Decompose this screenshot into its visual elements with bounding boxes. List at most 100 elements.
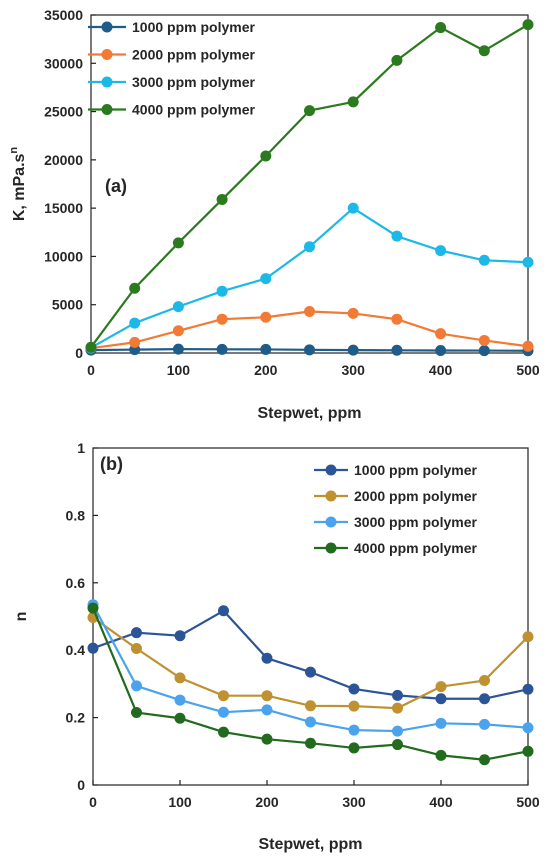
data-point — [305, 737, 316, 749]
legend-label: 3000 ppm polymer — [132, 74, 255, 90]
data-point — [87, 642, 99, 654]
data-point — [87, 602, 99, 614]
series-line-1 — [92, 609, 529, 700]
data-point — [348, 683, 360, 695]
y-axis-title-superscript: n — [8, 147, 20, 154]
data-point — [479, 754, 490, 766]
data-point — [479, 693, 490, 705]
legend-marker — [325, 516, 337, 528]
chart-panel-2: 0 100 200 300 400 500 0 0.2 0.4 0.6 0.8 1 Stepwet, p… — [13, 440, 540, 853]
data-point — [391, 230, 403, 242]
data-point — [174, 712, 186, 724]
y-tick-label: 0 — [77, 777, 85, 793]
x-tick-label: 400 — [429, 794, 453, 810]
y-axis-title: n — [13, 612, 30, 622]
data-point — [391, 344, 403, 356]
data-point — [174, 672, 186, 684]
data-point — [218, 605, 229, 617]
series-line-3 — [90, 207, 529, 349]
x-tick-label: 300 — [342, 794, 366, 810]
data-point — [131, 627, 142, 639]
series-line-2 — [90, 310, 529, 350]
y-tick-label: 0.4 — [66, 642, 86, 658]
data-point — [305, 666, 316, 678]
data-point — [435, 344, 447, 356]
data-point — [304, 105, 315, 117]
data-point — [478, 334, 490, 346]
x-tick-label: 100 — [168, 794, 192, 810]
data-point — [131, 707, 142, 719]
legend-label: 2000 ppm polymer — [354, 488, 477, 504]
y-tick-label: 0 — [75, 345, 83, 361]
data-point — [347, 96, 359, 108]
data-point — [392, 739, 403, 751]
data-point — [174, 694, 186, 706]
data-point — [435, 245, 447, 257]
data-point — [218, 706, 229, 718]
legend-label: 1000 ppm polymer — [354, 462, 477, 478]
data-point — [522, 631, 534, 643]
data-point — [478, 254, 490, 266]
data-point — [435, 693, 447, 705]
data-point — [392, 689, 403, 701]
data-point — [172, 301, 184, 313]
legend-marker — [101, 49, 113, 60]
y-tick-label: 0.2 — [66, 710, 86, 726]
x-tick-label: 100 — [167, 362, 191, 378]
data-point — [218, 726, 229, 738]
data-point — [478, 345, 490, 357]
x-tick-label: 500 — [516, 362, 540, 378]
data-point — [261, 733, 273, 745]
data-point — [261, 652, 273, 664]
data-point — [216, 343, 228, 355]
legend-marker — [325, 542, 337, 554]
legend-marker — [101, 104, 113, 115]
legend-label: 4000 ppm polymer — [354, 540, 477, 556]
data-point — [261, 704, 273, 716]
data-point — [522, 256, 534, 268]
x-tick-label: 0 — [87, 362, 95, 378]
data-point — [348, 724, 360, 736]
legend-label: 4000 ppm polymer — [132, 102, 255, 118]
y-tick-label: 10000 — [44, 248, 83, 264]
data-point — [305, 716, 316, 728]
series-line-2 — [92, 616, 529, 710]
data-point — [129, 336, 141, 348]
data-point — [435, 328, 447, 340]
panel-label: (a) — [105, 176, 127, 196]
legend-label: 1000 ppm polymer — [132, 19, 255, 35]
data-point — [391, 54, 403, 66]
data-point — [522, 19, 534, 31]
data-point — [304, 241, 315, 253]
x-axis-title: Stepwet, ppm — [258, 836, 362, 853]
data-point — [478, 45, 490, 57]
data-point — [435, 749, 447, 761]
data-point — [172, 237, 184, 249]
data-point — [435, 22, 447, 34]
y-tick-label: 20000 — [44, 152, 83, 168]
y-tick-label: 15000 — [44, 200, 83, 216]
y-tick-label: 25000 — [44, 104, 83, 120]
data-point — [435, 717, 447, 729]
data-point — [479, 675, 490, 687]
legend-marker — [101, 76, 113, 88]
data-point — [347, 202, 359, 214]
data-point — [522, 745, 534, 757]
data-point — [174, 630, 186, 642]
data-point — [347, 344, 359, 356]
data-point — [260, 273, 272, 285]
data-point — [172, 325, 184, 337]
x-tick-label: 0 — [89, 794, 97, 810]
data-point — [392, 725, 403, 737]
y-tick-label: 35000 — [44, 7, 83, 23]
data-point — [522, 683, 534, 695]
data-point — [304, 305, 315, 317]
data-point — [260, 343, 272, 355]
data-point — [216, 313, 228, 325]
data-point — [129, 317, 141, 329]
y-tick-label: 5000 — [52, 297, 83, 313]
data-point — [392, 702, 403, 714]
data-point — [479, 718, 490, 730]
legend-label: 2000 ppm polymer — [132, 47, 255, 63]
